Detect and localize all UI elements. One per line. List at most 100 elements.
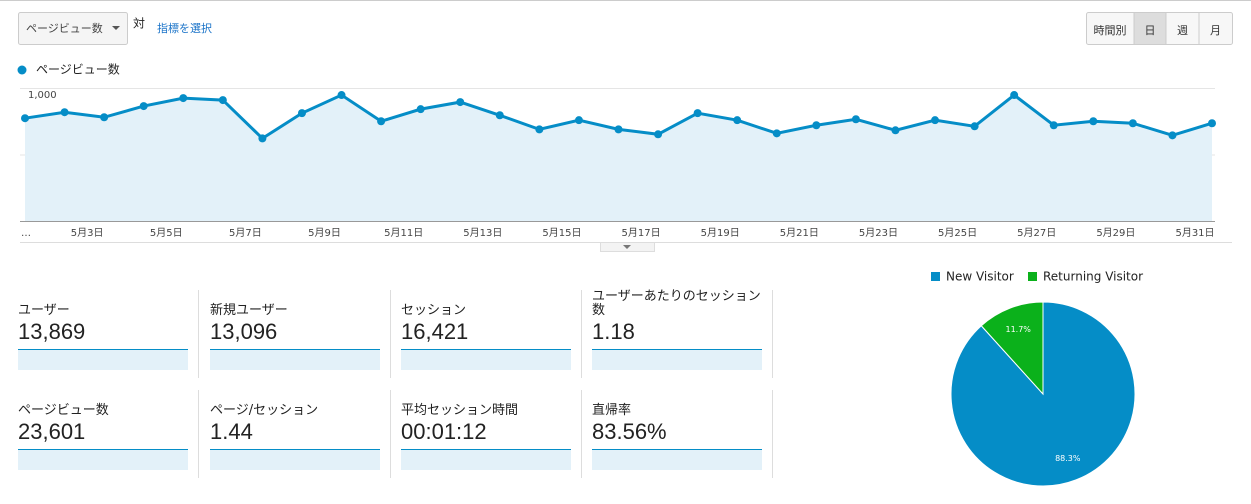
metric-label: 新規ユーザー (210, 303, 288, 318)
metric-dropdown[interactable] (18, 12, 128, 45)
point (139, 102, 148, 111)
x-tick-label: 5月11日 (384, 227, 423, 239)
metric-label: ページビュー数 (18, 403, 109, 418)
x-tick-label: 5月15日 (542, 227, 581, 239)
legend-swatch (931, 272, 940, 281)
point (891, 126, 900, 135)
x-tick-label: 5月3日 (71, 227, 104, 239)
sparkline (210, 449, 380, 470)
button-day[interactable]: 日 (1144, 24, 1156, 37)
x-tick-label: 5月25日 (938, 227, 977, 239)
point (693, 109, 702, 118)
sparkline (401, 449, 571, 470)
x-tick-label: … (21, 228, 31, 239)
metric-label: 直帰率 (592, 403, 632, 418)
metric-value: 16,421 (401, 319, 469, 344)
point (1168, 131, 1177, 140)
legend-label: ページビュー数 (36, 62, 120, 77)
x-tick-label: 5月7日 (229, 227, 262, 239)
metric-card: ユーザーあたりのセッション数 1.18 (592, 290, 764, 380)
x-tick-label: 5月21日 (780, 227, 819, 239)
x-tick-label: 5月5日 (150, 227, 183, 239)
metric-value: 83.56% (592, 419, 667, 444)
sparkline (18, 349, 188, 370)
metric-card: ユーザー 13,869 (18, 290, 190, 380)
point (1010, 91, 1019, 100)
button-month[interactable]: 月 (1210, 24, 1221, 37)
metric-card: 直帰率 83.56% (592, 390, 764, 480)
metric-label: ユーザー (18, 303, 70, 318)
dropdown-arrow (112, 26, 120, 30)
separator (198, 390, 199, 478)
x-tick-label: 5月29日 (1096, 227, 1135, 239)
handle-arrow (623, 245, 631, 249)
legend-label: New Visitor (946, 270, 1014, 284)
point (60, 108, 69, 117)
point (377, 117, 386, 126)
area (25, 95, 1212, 221)
sparkline (592, 449, 762, 470)
metric-card: 平均セッション時間 00:01:12 (401, 390, 573, 480)
button-hour[interactable]: 時間別 (1093, 24, 1127, 37)
x-tick-label: 5月19日 (701, 227, 740, 239)
sparkline (401, 349, 571, 370)
metric-value: 13,869 (18, 319, 86, 344)
point (614, 125, 623, 134)
metric-value: 23,601 (18, 419, 86, 444)
point (654, 130, 663, 139)
metric-value: 00:01:12 (401, 419, 487, 444)
point (812, 121, 821, 130)
separator (198, 290, 199, 378)
y-tick-label: 1,000 (28, 90, 57, 101)
point (535, 125, 544, 134)
point (337, 91, 346, 100)
legend-dot (17, 65, 27, 75)
point (179, 94, 188, 103)
metric-card: 新規ユーザー 13,096 (210, 290, 382, 380)
legend-label: Returning Visitor (1043, 270, 1143, 284)
vs-label: 対 (133, 17, 145, 31)
separator (772, 390, 773, 478)
metric-value: 1.44 (210, 419, 253, 444)
metric-label: セッション (401, 303, 467, 318)
point (931, 116, 940, 125)
separator (390, 290, 391, 378)
point (733, 116, 742, 125)
point (495, 111, 504, 120)
point (574, 116, 583, 125)
active-button (1134, 13, 1166, 44)
x-tick-label: 5月27日 (1017, 227, 1056, 239)
point (21, 114, 29, 123)
pie-slice (980, 301, 1044, 396)
select-metric-link[interactable]: 指標を選択 (157, 21, 212, 35)
dropdown-label: ページビュー数 (26, 22, 103, 35)
point (416, 105, 425, 114)
point (456, 98, 465, 107)
x-tick-label: 5月23日 (859, 227, 898, 239)
metric-value: 1.18 (592, 319, 635, 344)
separator (581, 290, 582, 378)
metric-label: ユーザーあたりのセッション数 (592, 289, 761, 318)
point (970, 122, 979, 131)
point (1089, 117, 1098, 126)
sparkline (18, 449, 188, 470)
x-tick-label: 5月9日 (308, 227, 341, 239)
sparkline (210, 349, 380, 370)
point (1128, 119, 1137, 128)
x-tick-label: 5月17日 (622, 227, 661, 239)
point (772, 129, 781, 138)
point (218, 96, 227, 105)
point (297, 109, 306, 118)
metric-value: 13,096 (210, 319, 278, 344)
slice-label: 88.3% (1055, 454, 1081, 463)
x-tick-label: 5月13日 (463, 227, 502, 239)
button-week[interactable]: 週 (1177, 24, 1188, 37)
x-tick-label: 5月31日 (1175, 227, 1214, 239)
metric-card: ページビュー数 23,601 (18, 390, 190, 480)
slice-label: 11.7% (1005, 325, 1031, 334)
point (258, 134, 267, 143)
metric-label: ページ/セッション (210, 403, 319, 418)
metric-card: ページ/セッション 1.44 (210, 390, 382, 480)
